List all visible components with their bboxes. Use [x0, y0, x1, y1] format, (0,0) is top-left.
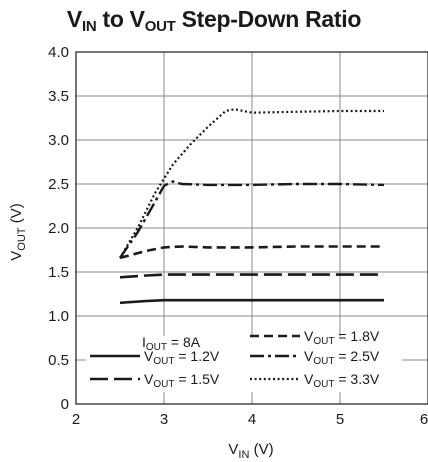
legend-note: IOUT = 8A: [142, 334, 201, 353]
series-line-1-5v: [119, 273, 384, 279]
y-axis-label: VOUT (V): [8, 203, 28, 260]
y-tick-label: 0.5: [48, 352, 69, 369]
series-line-2-5v: [119, 180, 385, 259]
legend-background: [86, 336, 402, 392]
y-tick-label: 3.0: [48, 132, 69, 149]
series-line-3-3v: [119, 108, 384, 259]
y-tick-label: 2.0: [48, 220, 69, 237]
plot-frame: [75, 51, 428, 405]
legend-label: VOUT = 1.2V: [144, 348, 220, 367]
title-tail: Step-Down Ratio: [175, 6, 362, 32]
x-axis-label: VIN (V): [228, 441, 273, 461]
series-lines: [119, 108, 385, 305]
chart-title: VIN to VOUT Step-Down Ratio: [0, 6, 428, 35]
tick-labels: 2 3 4 5 6 0 0.5 1.0 1.5 2.0 2.5 3.0 3.5 4.0: [48, 44, 428, 428]
series-line-1-2v: [119, 298, 384, 305]
legend-label: VOUT = 1.5V: [144, 371, 220, 390]
y-tick-label: 0: [61, 396, 69, 413]
legend-label: VOUT = 1.8V: [304, 328, 380, 347]
y-tick-label: 3.5: [48, 88, 69, 105]
title-sub-in: IN: [81, 18, 97, 35]
legend: IOUT = 8A VOUT = 1.2V VOUT = 1.5V VOUT = 1…: [86, 328, 402, 392]
y-tick-label: 1.0: [48, 308, 69, 325]
title-mid: to V: [96, 6, 145, 32]
title-main: V: [66, 6, 82, 32]
x-tick-label: 2: [72, 411, 80, 428]
legend-label: VOUT = 2.5V: [304, 348, 380, 367]
legend-label: VOUT = 3.3V: [304, 371, 380, 390]
x-tick-label: 5: [336, 411, 344, 428]
y-tick-label: 1.5: [48, 264, 69, 281]
y-tick-label: 2.5: [48, 176, 69, 193]
x-tick-label: 4: [248, 411, 256, 428]
series-line-1-8v: [119, 245, 384, 260]
y-tick-label: 4.0: [48, 44, 69, 61]
title-sub-out: OUT: [144, 18, 176, 35]
x-tick-label: 3: [160, 411, 168, 428]
x-tick-label: 6: [420, 411, 428, 428]
